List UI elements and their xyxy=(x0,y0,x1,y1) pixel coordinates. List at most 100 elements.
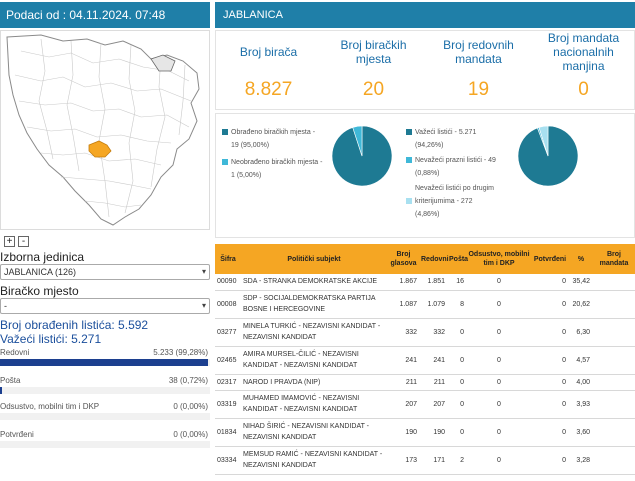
cell-percent: 3,28 xyxy=(569,446,593,475)
cell-confirmed: 0 xyxy=(531,390,569,419)
zoom-out-button[interactable]: - xyxy=(18,236,29,247)
cell-post: 8 xyxy=(448,290,467,319)
cell-post: 0 xyxy=(448,390,467,419)
chevron-down-icon: ▾ xyxy=(201,301,206,310)
cell-party: AMIRA MURSEL-ČILIĆ - NEZAVISNI KANDIDAT … xyxy=(241,346,387,375)
table-row[interactable]: 00090 SDA - STRANKA DEMOKRATSKE AKCIJE 1.8… xyxy=(215,274,635,291)
legend-valid-text2: (94,26%) xyxy=(415,142,444,149)
legend-processed-text1: Obrađeno biračkih mjesta - xyxy=(231,129,316,136)
cell-votes: 207 xyxy=(387,390,420,419)
stat-minority-mandates: Broj mandata nacionalnih manjina 0 xyxy=(531,31,635,101)
legend-invalid-other-text3: (4,86%) xyxy=(415,211,440,218)
data-timestamp: Podaci od : 04.11.2024. 07:48 xyxy=(0,2,210,28)
municipality-borders xyxy=(14,38,192,218)
table-row[interactable]: 00008 SDP - SOCIJALDEMOKRATSKA PARTIJA BO… xyxy=(215,290,635,319)
col-regular[interactable]: Redovni xyxy=(420,244,449,274)
col-party[interactable]: Politički subjekt xyxy=(241,244,387,274)
bar-absent-label: Odsustvo, mobilni tim i DKP xyxy=(0,402,100,411)
legend-invalid-other-text1: Nevažeći listići po drugim xyxy=(415,185,494,192)
cell-percent: 3,60 xyxy=(569,418,593,447)
results-table-body: 00090 SDA - STRANKA DEMOKRATSKE AKCIJE 1.8… xyxy=(215,274,635,475)
col-mandates[interactable]: Broj mandata xyxy=(593,244,635,274)
bih-map-graphic[interactable] xyxy=(1,31,209,229)
cell-regular: 171 xyxy=(420,446,448,475)
cell-regular: 241 xyxy=(420,346,448,375)
cell-party: MINELA TURKIĆ - NEZAVISNI KANDIDAT - NEZ… xyxy=(241,318,387,347)
municipality-map[interactable] xyxy=(0,30,210,230)
col-absent[interactable]: Odsustvo, mobilni tim i DKP xyxy=(467,244,531,274)
cell-percent: 3,93 xyxy=(569,390,593,419)
legend-invalid-other-text2: kriterijumima - 272 xyxy=(415,198,473,205)
cell-votes: 241 xyxy=(387,346,420,375)
cell-post: 16 xyxy=(448,274,467,291)
unit-select[interactable]: JABLANICA (126) ▾ xyxy=(0,264,210,280)
cell-confirmed: 0 xyxy=(531,318,569,347)
stat-voters-value: 8.827 xyxy=(244,79,293,100)
place-select-value: - xyxy=(4,301,7,311)
bar-absent-value: 0 (0,00%) xyxy=(173,402,208,411)
pie-polling-stations xyxy=(331,125,393,187)
col-code[interactable]: Šifra xyxy=(215,244,241,274)
brcko-district[interactable] xyxy=(150,54,176,72)
cell-percent: 35,42 xyxy=(569,274,593,291)
cell-votes: 173 xyxy=(387,446,420,475)
table-row[interactable]: 01834 NIHAD ŠIRIĆ - NEZAVISNI KANDIDAT - … xyxy=(215,418,635,447)
cell-mandates xyxy=(593,318,635,347)
zoom-in-button[interactable]: + xyxy=(4,236,15,247)
bar-regular-label: Redovni xyxy=(0,348,30,357)
cell-regular: 190 xyxy=(420,418,448,447)
cell-votes: 332 xyxy=(387,318,420,347)
cell-mandates xyxy=(593,418,635,447)
cell-mandates xyxy=(593,290,635,319)
unit-select-value: JABLANICA (126) xyxy=(4,267,77,277)
cell-party: SDA - STRANKA DEMOKRATSKE AKCIJE xyxy=(241,274,387,291)
bar-regular-value: 5.233 (99,28%) xyxy=(153,348,208,357)
cell-votes: 1.867 xyxy=(387,274,420,291)
cell-code: 01834 xyxy=(215,418,241,447)
legend-invalid-empty-text2: (0,88%) xyxy=(415,170,440,177)
cell-mandates xyxy=(593,346,635,375)
cell-mandates xyxy=(593,446,635,475)
bar-regular-fill xyxy=(0,359,209,366)
table-header-row: Šifra Politički subjekt Broj glasova Red… xyxy=(215,244,635,274)
col-votes[interactable]: Broj glasova xyxy=(387,244,420,274)
table-row[interactable]: 03334 MEMSUD RAMIĆ - NEZAVISNI KANDIDAT -… xyxy=(215,446,635,475)
col-post[interactable]: Pošta xyxy=(448,244,468,274)
cell-post: 0 xyxy=(448,374,467,391)
left-panel: Podaci od : 04.11.2024. 07:48 xyxy=(0,0,210,481)
cell-confirmed: 0 xyxy=(531,418,569,447)
cell-absent: 0 xyxy=(467,318,531,347)
cell-votes: 211 xyxy=(387,374,420,391)
stats-panel: Broj birača 8.827 Broj biračkih mjesta 2… xyxy=(215,30,635,110)
legend-unprocessed: Neobrađeno biračkih mjesta - 1 (5,00%) xyxy=(222,156,322,182)
cell-confirmed: 0 xyxy=(531,290,569,319)
cell-percent: 6,30 xyxy=(569,318,593,347)
selected-municipality-jablanica[interactable] xyxy=(88,140,112,158)
bar-post-value: 38 (0,72%) xyxy=(168,376,208,385)
legend-valid: Važeći listići - 5.271 (94,26%) xyxy=(406,126,476,152)
cell-code: 00008 xyxy=(215,290,241,319)
cell-code: 03277 xyxy=(215,318,241,347)
table-row[interactable]: 03319 MUHAMED IMAMOVIĆ - NEZAVISNI KANDID… xyxy=(215,390,635,419)
cell-mandates xyxy=(593,374,635,391)
cell-absent: 0 xyxy=(467,374,531,391)
place-select[interactable]: - ▾ xyxy=(0,298,210,314)
col-confirmed[interactable]: Potvrđeni xyxy=(531,244,569,274)
table-row[interactable]: 02317 NAROD I PRAVDA (NIP) 211 211 0 0 0 4,00 xyxy=(215,374,635,391)
cell-absent: 0 xyxy=(467,346,531,375)
cell-percent: 4,00 xyxy=(569,374,593,391)
col-percent[interactable]: % xyxy=(569,244,593,274)
cell-absent: 0 xyxy=(467,418,531,447)
stat-regular-mandates-value: 19 xyxy=(467,79,490,100)
pie-slice[interactable] xyxy=(538,125,549,157)
pie-slice[interactable] xyxy=(352,125,363,157)
legend-processed: Obrađeno biračkih mjesta - 19 (95,00%) xyxy=(222,126,315,152)
cell-mandates xyxy=(593,274,635,291)
table-row[interactable]: 03277 MINELA TURKIĆ - NEZAVISNI KANDIDAT … xyxy=(215,318,635,347)
bar-post-label: Pošta xyxy=(0,376,21,385)
table-row[interactable]: 02465 AMIRA MURSEL-ČILIĆ - NEZAVISNI KAND… xyxy=(215,346,635,375)
cell-post: 0 xyxy=(448,318,467,347)
legend-invalid-empty-swatch xyxy=(406,157,412,163)
bar-confirmed-label: Potvrđeni xyxy=(0,430,34,439)
cell-votes: 190 xyxy=(387,418,420,447)
